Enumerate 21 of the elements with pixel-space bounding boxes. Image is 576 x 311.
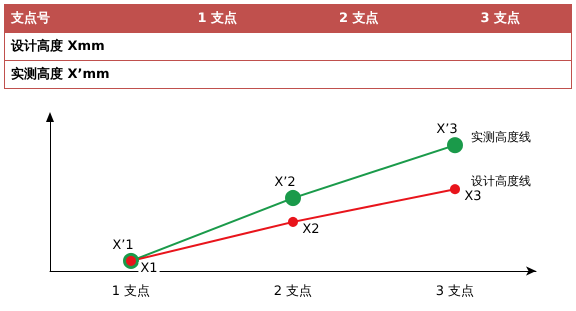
series-label: 设计高度线	[471, 174, 531, 188]
annotation: X3	[464, 189, 482, 204]
category-label: 2 支点	[338, 10, 380, 28]
annotation: X’1	[112, 238, 134, 253]
text: 设计高度 Xmm	[10, 38, 106, 56]
category-label: 1 支点	[196, 10, 238, 28]
annotation: X2	[302, 222, 320, 237]
point	[288, 216, 298, 227]
x-tick-label: 3 支点	[436, 284, 474, 299]
point	[285, 190, 301, 206]
point	[450, 184, 460, 194]
category-label: 支点号	[10, 10, 51, 28]
annotation: X’2	[274, 175, 296, 190]
text: 实测高度 X’mm	[10, 66, 111, 84]
point	[447, 137, 463, 154]
category-label: 3 支点	[479, 10, 522, 28]
annotation: X’3	[436, 122, 458, 138]
x-tick-label: 2 支点	[274, 284, 312, 299]
series-label: 实测高度线	[471, 130, 531, 144]
annotation: X1	[140, 260, 158, 276]
x-tick-label: 1 支点	[112, 284, 150, 299]
